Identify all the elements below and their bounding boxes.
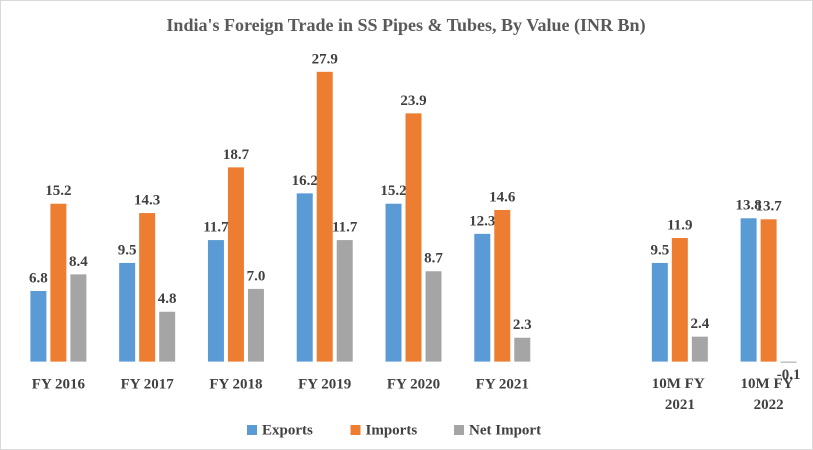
- data-label: 15.2: [45, 183, 71, 199]
- x-tick-label: FY 2021: [476, 376, 529, 392]
- data-label: 13.8: [735, 198, 761, 214]
- data-label: 6.8: [29, 270, 48, 286]
- data-label: 7.0: [247, 268, 266, 284]
- bar: [691, 336, 708, 362]
- legend-swatch: [247, 425, 257, 435]
- x-tick-label: FY 2019: [298, 376, 351, 392]
- bar: [514, 337, 531, 362]
- data-label: 11.7: [332, 220, 358, 236]
- data-label: -0.1: [777, 367, 801, 383]
- bar: [780, 361, 797, 363]
- bar: [30, 290, 47, 362]
- data-label: 4.8: [158, 291, 177, 307]
- legend-label: Imports: [366, 422, 418, 438]
- bar: [50, 203, 67, 362]
- bar: [425, 271, 442, 362]
- data-label: 9.5: [118, 242, 137, 258]
- x-tick-label: 10M FY 2022: [741, 376, 797, 413]
- x-tick-label: FY 2020: [387, 376, 440, 392]
- data-label: 11.9: [667, 217, 692, 233]
- data-label: 14.6: [489, 189, 516, 205]
- legend-swatch: [350, 425, 361, 435]
- legend-swatch: [454, 425, 464, 435]
- bar: [316, 71, 333, 362]
- data-label: 8.4: [69, 254, 88, 270]
- bar: [207, 240, 224, 362]
- bar: [760, 219, 777, 362]
- bar: [247, 288, 264, 362]
- bar: [296, 193, 313, 362]
- chart-title: India's Foreign Trade in SS Pipes & Tube…: [166, 15, 645, 36]
- bar: [474, 233, 491, 362]
- data-label: 9.5: [650, 242, 669, 258]
- bar: [671, 238, 688, 362]
- data-label: 2.3: [513, 317, 532, 333]
- x-tick-label: FY 2017: [121, 376, 175, 392]
- bar: [494, 209, 511, 362]
- data-label: 16.2: [292, 173, 318, 189]
- bar: [70, 274, 87, 362]
- bar: [227, 167, 244, 362]
- data-label: 27.9: [312, 51, 338, 67]
- bar: [119, 262, 136, 362]
- bar: [336, 240, 353, 362]
- bar: [405, 113, 422, 362]
- x-tick-label: 10M FY 2021: [652, 376, 708, 413]
- bar: [139, 213, 156, 362]
- data-label: 2.4: [690, 316, 709, 332]
- x-tick-label: FY 2018: [209, 376, 262, 392]
- bar: [651, 262, 668, 362]
- data-label: 8.7: [424, 251, 443, 267]
- legend-label: Exports: [262, 422, 313, 438]
- legend-label: Net Import: [469, 422, 541, 438]
- data-label: 14.3: [134, 193, 160, 209]
- bar: [159, 311, 176, 362]
- data-label: 15.2: [380, 183, 406, 199]
- data-label: 13.7: [755, 199, 782, 215]
- data-label: 12.3: [469, 213, 495, 229]
- bar: [740, 218, 757, 362]
- x-tick-label: FY 2016: [32, 376, 86, 392]
- bar: [385, 203, 402, 362]
- data-label: 23.9: [400, 93, 426, 109]
- data-label: 11.7: [203, 220, 229, 236]
- data-label: 18.7: [223, 147, 250, 163]
